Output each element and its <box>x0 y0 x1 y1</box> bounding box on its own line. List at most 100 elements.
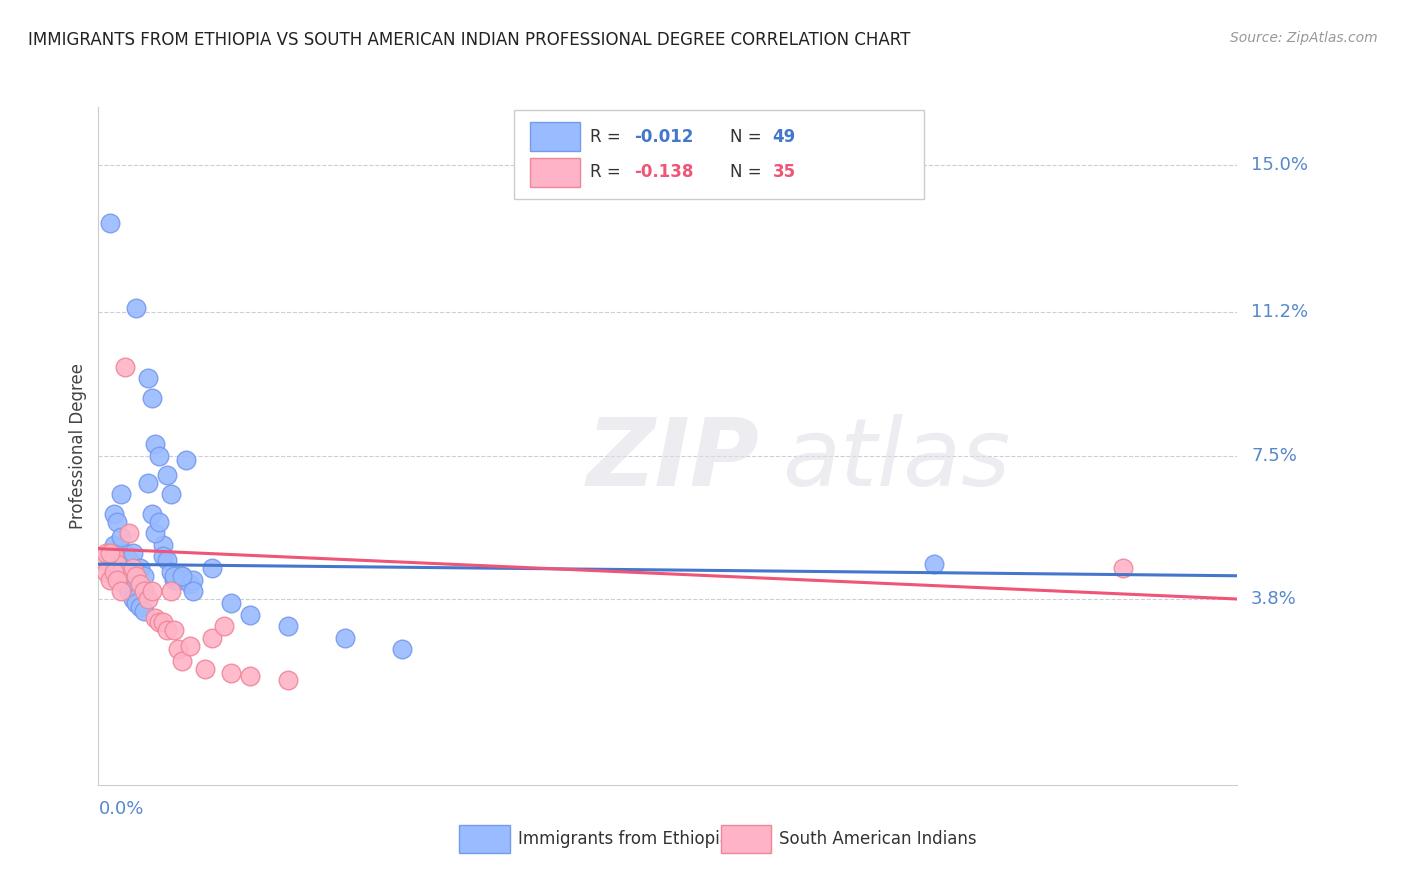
Point <box>145 437 167 451</box>
Point <box>163 573 186 587</box>
Text: Immigrants from Ethiopia: Immigrants from Ethiopia <box>517 830 730 848</box>
Point <box>110 487 132 501</box>
Point <box>141 584 163 599</box>
Text: ZIP: ZIP <box>586 414 759 506</box>
Text: N =: N = <box>731 128 768 145</box>
Text: R =: R = <box>591 128 627 145</box>
Point <box>170 568 193 582</box>
Point <box>156 468 179 483</box>
Text: IMMIGRANTS FROM ETHIOPIA VS SOUTH AMERICAN INDIAN PROFESSIONAL DEGREE CORRELATIO: IMMIGRANTS FROM ETHIOPIA VS SOUTH AMERIC… <box>28 31 911 49</box>
Point <box>159 565 181 579</box>
Point <box>125 301 148 316</box>
Point <box>118 526 141 541</box>
Point <box>136 475 159 490</box>
Point <box>156 553 179 567</box>
Point <box>163 623 186 637</box>
Point <box>201 631 224 645</box>
Point <box>277 673 299 688</box>
Point <box>167 573 190 587</box>
Point <box>148 615 170 630</box>
Point <box>148 449 170 463</box>
Point <box>179 639 201 653</box>
Point <box>103 565 125 579</box>
Point <box>141 507 163 521</box>
Point <box>103 507 125 521</box>
Point <box>118 553 141 567</box>
Point <box>132 584 155 599</box>
Point <box>170 654 193 668</box>
Point <box>136 592 159 607</box>
Point <box>94 545 117 559</box>
FancyBboxPatch shape <box>530 122 581 151</box>
Point <box>159 584 181 599</box>
Text: 0.0%: 0.0% <box>98 800 143 818</box>
Point <box>183 584 205 599</box>
Point <box>221 596 243 610</box>
Point <box>125 568 148 582</box>
Text: 35: 35 <box>773 163 796 181</box>
Point <box>103 538 125 552</box>
Point <box>174 452 197 467</box>
Point <box>212 619 235 633</box>
Point <box>141 391 163 405</box>
Point <box>98 573 121 587</box>
Point <box>98 216 121 230</box>
Point <box>145 526 167 541</box>
Text: atlas: atlas <box>782 414 1010 505</box>
Point <box>201 561 224 575</box>
Point <box>132 568 155 582</box>
Point <box>167 642 190 657</box>
Point <box>114 576 136 591</box>
Point <box>221 665 243 680</box>
Point <box>103 549 125 564</box>
Point <box>277 619 299 633</box>
Point <box>163 568 186 582</box>
Point <box>145 611 167 625</box>
Point <box>107 561 129 575</box>
Text: 15.0%: 15.0% <box>1251 156 1308 174</box>
Point <box>98 545 121 559</box>
Text: 49: 49 <box>773 128 796 145</box>
FancyBboxPatch shape <box>515 111 924 199</box>
Point <box>159 487 181 501</box>
Point <box>110 565 132 579</box>
Point <box>121 545 143 559</box>
Point <box>121 592 143 607</box>
Text: 11.2%: 11.2% <box>1251 303 1309 321</box>
Point <box>152 615 174 630</box>
Y-axis label: Professional Degree: Professional Degree <box>69 363 87 529</box>
Point <box>335 631 357 645</box>
Point <box>391 642 413 657</box>
Point <box>114 359 136 374</box>
Point <box>170 568 193 582</box>
FancyBboxPatch shape <box>530 158 581 186</box>
Point <box>148 515 170 529</box>
Point <box>194 662 217 676</box>
Point <box>91 553 114 567</box>
Point <box>152 549 174 564</box>
Text: N =: N = <box>731 163 768 181</box>
Point <box>110 530 132 544</box>
Point <box>94 565 117 579</box>
Point <box>152 538 174 552</box>
Point <box>239 607 262 622</box>
Point <box>1112 561 1135 575</box>
Point <box>118 584 141 599</box>
Point <box>156 623 179 637</box>
Point <box>129 561 152 575</box>
FancyBboxPatch shape <box>721 825 772 854</box>
FancyBboxPatch shape <box>460 825 509 854</box>
Point <box>239 669 262 683</box>
Text: South American Indians: South American Indians <box>779 830 977 848</box>
Text: -0.012: -0.012 <box>634 128 693 145</box>
Point <box>107 515 129 529</box>
Point <box>107 557 129 571</box>
Point <box>107 573 129 587</box>
Point <box>922 557 945 571</box>
Point <box>110 584 132 599</box>
Text: 3.8%: 3.8% <box>1251 590 1296 608</box>
Text: Source: ZipAtlas.com: Source: ZipAtlas.com <box>1230 31 1378 45</box>
Point <box>129 599 152 614</box>
Point <box>121 561 143 575</box>
Point <box>179 576 201 591</box>
